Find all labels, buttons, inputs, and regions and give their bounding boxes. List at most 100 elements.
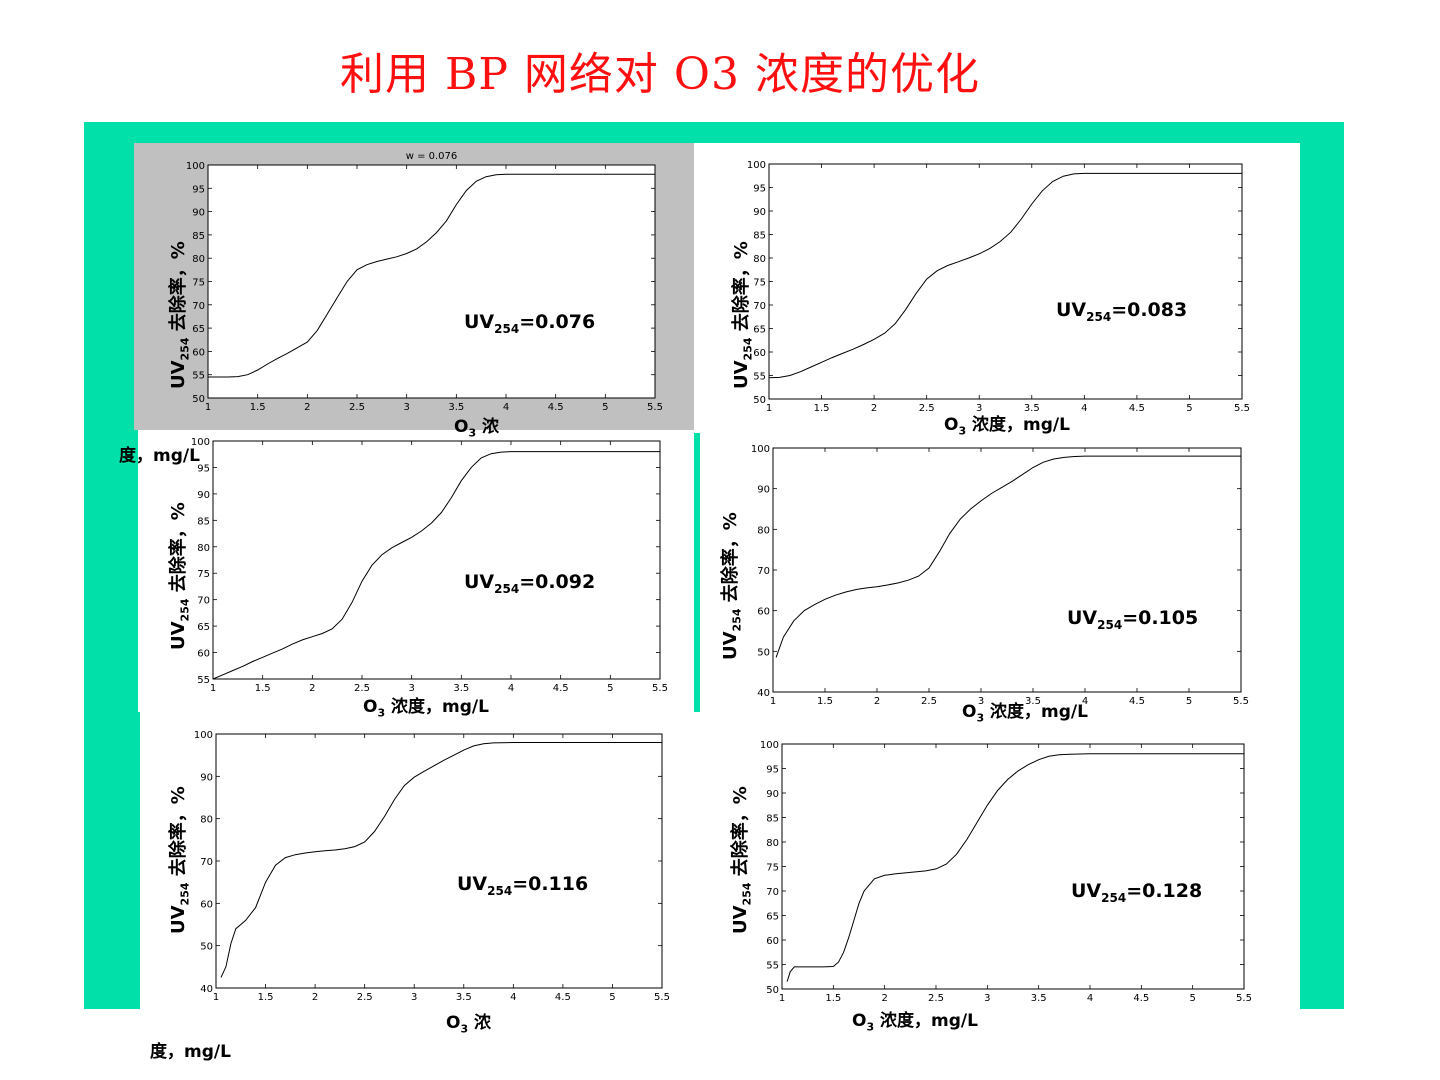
x-tick-label: 2.5 [921,696,937,707]
y-tick-label: 90 [753,207,766,218]
y-tick-label: 90 [197,490,210,501]
y-tick-label: 90 [192,208,205,219]
x-tick-label: 2 [304,402,310,413]
chart-panel-3: 1 1.5 2 2.5 3 3.5 4 4.5 5 5.5 55 60 65 70 75 80 85 90 95 10… [138,430,694,712]
series-line [220,742,662,978]
y-tick-label: 40 [757,688,770,699]
chart-svg-5: 1 1.5 2 2.5 3 3.5 4 4.5 5 5.5 40 50 60 70 80 90 100 [194,730,670,1003]
y-tick-label: 40 [200,984,213,995]
y-axis-label-3: UV254 去除率，% [168,502,192,650]
x-tick-label: 1 [210,683,216,694]
y-tick-label: 70 [192,301,205,312]
x-tick-label: 4 [503,402,509,413]
y-axis-label-4: UV254 去除率，% [720,512,744,660]
y-tick-label: 55 [197,675,210,686]
x-axis-label-5b: 度，mg/L [150,1042,231,1062]
chart-svg-4: 1 1.5 2 2.5 3 3.5 4 4.5 5 5.5 40 50 60 70 80 90 100 [751,444,1249,707]
chart-svg-3: 1 1.5 2 2.5 3 3.5 4 4.5 5 5.5 55 60 65 70 75 80 85 90 95 10… [191,437,668,694]
series-line [775,455,1241,658]
y-axis-label-5: UV254 去除率，% [168,786,192,934]
y-tick-label: 55 [766,961,779,972]
x-tick-label: 4 [510,992,516,1003]
x-tick-label: 4 [1081,403,1087,414]
y-tick-label: 65 [192,324,205,335]
x-tick-label: 4.5 [1129,696,1145,707]
y-tick-label: 95 [197,463,210,474]
x-tick-label: 1.5 [250,402,266,413]
y-tick-label: 70 [197,596,210,607]
y-tick-label: 90 [766,789,779,800]
uv-annotation-6: UV254=0.128 [1071,880,1203,905]
x-tick-label: 1.5 [825,993,841,1004]
x-tick-label: 1 [213,992,219,1003]
x-tick-label: 5.5 [1236,993,1252,1004]
y-tick-label: 80 [197,543,210,554]
x-tick-label: 2 [874,696,880,707]
x-tick-label: 3 [403,402,409,413]
x-tick-label: 5 [602,402,608,413]
uv-annotation-1: UV254=0.076 [464,311,596,336]
y-tick-label: 90 [200,772,213,783]
x-tick-label: 3.5 [1025,696,1041,707]
y-tick-label: 75 [197,569,210,580]
x-tick-label: 4.5 [548,402,564,413]
y-tick-label: 60 [753,348,766,359]
plot-area [768,163,1243,400]
y-tick-label: 85 [753,231,766,242]
y-tick-label: 80 [200,815,213,826]
y-tick-label: 50 [200,942,213,953]
plot-area [781,743,1245,990]
y-tick-label: 95 [766,765,779,776]
plot-area [215,733,663,989]
x-tick-label: 3 [978,696,984,707]
y-tick-label: 100 [751,444,770,455]
y-tick-label: 95 [753,184,766,195]
x-tick-label: 2.5 [349,402,365,413]
y-tick-label: 60 [200,899,213,910]
y-tick-label: 85 [197,516,210,527]
x-tick-label: 3 [984,993,990,1004]
x-tick-label: 4 [508,683,514,694]
y-tick-label: 85 [192,231,205,242]
y-tick-label: 100 [186,161,205,172]
x-tick-label: 2 [881,993,887,1004]
y-axis-label-2: UV254 去除率，% [731,241,755,389]
y-tick-label: 75 [192,278,205,289]
series-line [768,172,1242,379]
x-tick-label: 1 [766,403,772,414]
y-tick-label: 70 [757,566,770,577]
x-tick-label: 2.5 [928,993,944,1004]
y-tick-label: 85 [766,814,779,825]
y-tick-label: 65 [766,912,779,923]
x-tick-label: 1.5 [817,696,833,707]
x-tick-label: 5 [609,992,615,1003]
x-tick-label: 1.5 [255,683,271,694]
chart-panel-2: 1 1.5 2 2.5 3 3.5 4 4.5 5 5.5 50 55 60 65 70 75 80 85 90 95… [694,143,1300,433]
y-tick-label: 75 [753,278,766,289]
x-tick-label: 2.5 [357,992,373,1003]
x-tick-label: 3 [408,683,414,694]
x-tick-label: 2.5 [919,403,935,414]
x-tick-label: 3.5 [448,402,464,413]
y-tick-label: 60 [757,607,770,618]
y-tick-label: 100 [194,730,213,741]
x-axis-label-5a: O3 浓 [446,1013,492,1036]
y-tick-label: 100 [747,160,766,171]
x-axis-label-4: O3 浓度，mg/L [962,702,1088,725]
x-tick-label: 3.5 [453,683,469,694]
series-line [212,451,660,680]
x-tick-label: 2 [309,683,315,694]
x-tick-label: 4 [1087,993,1093,1004]
series-line [208,173,655,378]
x-tick-label: 5.5 [652,683,668,694]
y-tick-label: 60 [192,347,205,358]
plot-area [212,440,661,680]
plot-title: w = 0.076 [406,151,458,162]
x-tick-label: 3 [411,992,417,1003]
y-tick-label: 75 [766,863,779,874]
plot-area [772,447,1242,693]
x-axis-label-6: O3 浓度，mg/L [852,1011,978,1034]
y-tick-label: 80 [192,254,205,265]
y-tick-label: 50 [757,647,770,658]
chart-panel-1: w = 0.076 1 1.5 2 2.5 3 3.5 4 4.5 5 5.5 50 55 60 65 70 7… [134,143,694,430]
